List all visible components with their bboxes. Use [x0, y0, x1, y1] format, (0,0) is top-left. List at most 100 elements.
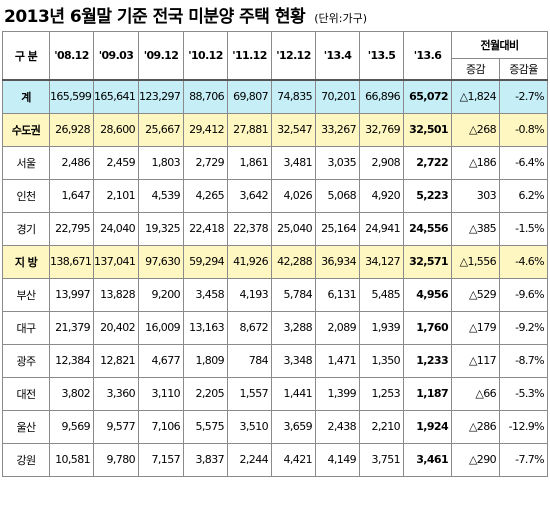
cell-value: 3,348 — [271, 343, 316, 378]
cell-value: 97,630 — [138, 244, 184, 279]
cell-rate: -6.4% — [499, 145, 548, 180]
title-row: 2013년 6월말 기준 전국 미분양 주택 현황 (단위:가구) — [4, 2, 367, 28]
cell-value: 1,187 — [403, 376, 452, 411]
cell-rate: -5.3% — [499, 376, 548, 411]
cell-value: 32,501 — [403, 112, 452, 147]
cell-value: 32,571 — [403, 244, 452, 279]
cell-value: 32,769 — [359, 112, 404, 147]
cell-value: 3,642 — [227, 178, 272, 213]
cell-value: 3,510 — [227, 409, 272, 444]
cell-value: 65,072 — [403, 79, 452, 114]
cell-value: 4,026 — [271, 178, 316, 213]
cell-value: 2,729 — [183, 145, 228, 180]
cell-value: 1,399 — [315, 376, 360, 411]
cell-value: 32,547 — [271, 112, 316, 147]
cell-value: 3,481 — [271, 145, 316, 180]
row-label: 경기 — [2, 211, 50, 246]
cell-value: 2,089 — [315, 310, 360, 345]
cell-value: 1,760 — [403, 310, 452, 345]
cell-value: 13,997 — [49, 277, 94, 312]
cell-value: 13,828 — [93, 277, 139, 312]
cell-value: 19,325 — [138, 211, 184, 246]
header-period: '13.5 — [359, 31, 404, 81]
cell-value: 3,659 — [271, 409, 316, 444]
cell-value: 4,265 — [183, 178, 228, 213]
cell-value: 1,939 — [359, 310, 404, 345]
cell-value: 4,421 — [271, 442, 316, 477]
cell-value: 1,471 — [315, 343, 360, 378]
cell-value: 5,068 — [315, 178, 360, 213]
cell-value: 4,677 — [138, 343, 184, 378]
table-header: 구 분 '08.12 '09.03 '09.12 '10.12 '11.12 '… — [2, 31, 548, 81]
cell-value: 7,157 — [138, 442, 184, 477]
cell-value: 16,009 — [138, 310, 184, 345]
cell-change: △66 — [451, 376, 500, 411]
row-label: 지 방 — [2, 244, 50, 279]
row-label: 인천 — [2, 178, 50, 213]
cell-value: 138,671 — [49, 244, 94, 279]
cell-value: 3,288 — [271, 310, 316, 345]
row-label: 대구 — [2, 310, 50, 345]
cell-change: 303 — [451, 178, 500, 213]
cell-value: 13,163 — [183, 310, 228, 345]
cell-value: 1,647 — [49, 178, 94, 213]
cell-value: 25,040 — [271, 211, 316, 246]
row-label: 울산 — [2, 409, 50, 444]
cell-value: 27,881 — [227, 112, 272, 147]
cell-value: 1,233 — [403, 343, 452, 378]
cell-value: 4,193 — [227, 277, 272, 312]
cell-change: △268 — [451, 112, 500, 147]
header-change: 증감 — [451, 58, 500, 81]
cell-value: 2,486 — [49, 145, 94, 180]
cell-value: 1,350 — [359, 343, 404, 378]
table-row: 광주 12,384 12,821 4,677 1,809 784 3,348 1,471 1,3… — [2, 343, 548, 378]
cell-value: 9,577 — [93, 409, 139, 444]
cell-value: 3,035 — [315, 145, 360, 180]
table-row: 서울 2,486 2,459 1,803 2,729 1,861 3,481 3,035 2,9… — [2, 145, 548, 180]
cell-value: 3,458 — [183, 277, 228, 312]
cell-value: 165,641 — [93, 79, 139, 114]
table-row: 대구 21,379 20,402 16,009 13,163 8,672 3,288 2,08… — [2, 310, 548, 345]
cell-rate: -12.9% — [499, 409, 548, 444]
cell-value: 22,418 — [183, 211, 228, 246]
cell-value: 2,722 — [403, 145, 452, 180]
table-row: 대전 3,802 3,360 3,110 2,205 1,557 1,441 1,399 1,2… — [2, 376, 548, 411]
table-row: 경기 22,795 24,040 19,325 22,418 22,378 25,040 25… — [2, 211, 548, 246]
cell-change: △186 — [451, 145, 500, 180]
cell-value: 1,924 — [403, 409, 452, 444]
cell-value: 2,101 — [93, 178, 139, 213]
cell-value: 28,600 — [93, 112, 139, 147]
header-period: '13.4 — [315, 31, 360, 81]
cell-value: 42,288 — [271, 244, 316, 279]
table-row: 울산 9,569 9,577 7,106 5,575 3,510 3,659 2,438 2,2… — [2, 409, 548, 444]
cell-value: 3,837 — [183, 442, 228, 477]
table-row: 지 방 138,671 137,041 97,630 59,294 41,926 42,28… — [2, 244, 548, 279]
cell-value: 137,041 — [93, 244, 139, 279]
cell-value: 4,539 — [138, 178, 184, 213]
cell-value: 6,131 — [315, 277, 360, 312]
cell-value: 2,244 — [227, 442, 272, 477]
cell-value: 2,908 — [359, 145, 404, 180]
cell-value: 1,441 — [271, 376, 316, 411]
table-row: 강원 10,581 9,780 7,157 3,837 2,244 4,421 4,149 3,… — [2, 442, 548, 477]
cell-value: 123,297 — [138, 79, 184, 114]
cell-value: 74,835 — [271, 79, 316, 114]
cell-value: 5,784 — [271, 277, 316, 312]
cell-value: 1,809 — [183, 343, 228, 378]
cell-value: 70,201 — [315, 79, 360, 114]
header-period: '09.03 — [93, 31, 139, 81]
table-row: 인천 1,647 2,101 4,539 4,265 3,642 4,026 5,068 4,9… — [2, 178, 548, 213]
cell-value: 3,461 — [403, 442, 452, 477]
cell-value: 9,780 — [93, 442, 139, 477]
header-category: 구 분 — [2, 31, 50, 81]
cell-change: △117 — [451, 343, 500, 378]
header-period: '13.6 — [403, 31, 452, 81]
cell-value: 4,956 — [403, 277, 452, 312]
cell-value: 36,934 — [315, 244, 360, 279]
cell-value: 41,926 — [227, 244, 272, 279]
cell-value: 3,110 — [138, 376, 184, 411]
cell-value: 26,928 — [49, 112, 94, 147]
cell-value: 25,667 — [138, 112, 184, 147]
cell-value: 10,581 — [49, 442, 94, 477]
cell-change: △179 — [451, 310, 500, 345]
